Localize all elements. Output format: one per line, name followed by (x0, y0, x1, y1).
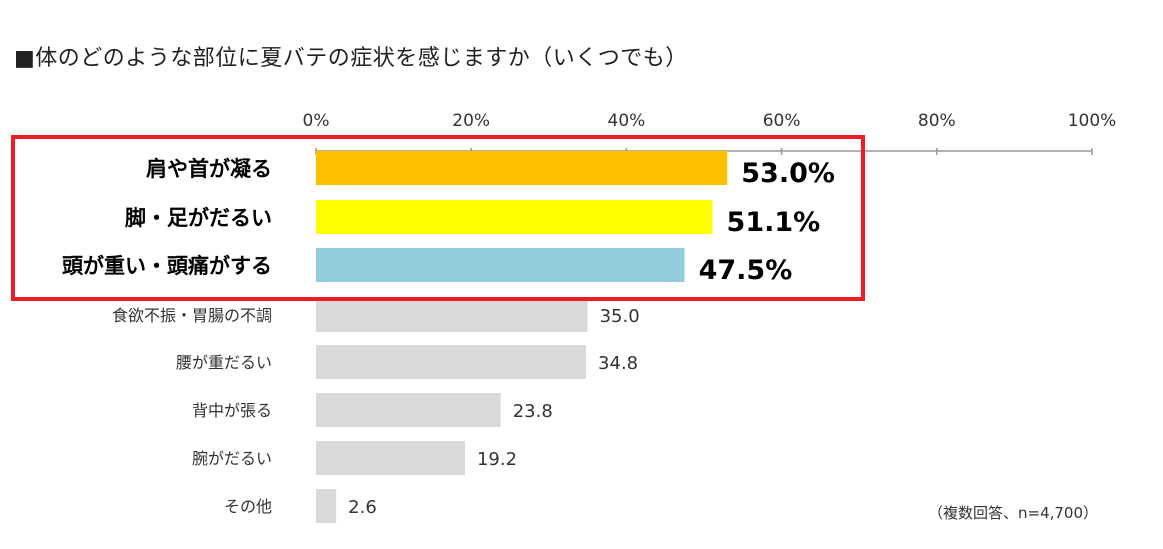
chart-title: ■体のどのような部位に夏バテの症状を感じますか（いくつでも） (14, 46, 688, 71)
sample-note: （複数回答、n=4,700） (928, 504, 1099, 522)
x-tick-label: 20% (452, 111, 490, 131)
x-tick-label: 100% (1068, 111, 1117, 131)
bar (316, 393, 501, 427)
category-label: その他 (224, 497, 272, 516)
bar (316, 345, 587, 379)
category-label: 食欲不振・胃腸の不調 (112, 306, 272, 325)
value-label: 34.8 (598, 353, 638, 374)
bar (316, 489, 337, 523)
value-label: 23.8 (513, 401, 553, 422)
category-label: 頭が重い・頭痛がする (62, 254, 272, 278)
x-tick-label: 0% (303, 111, 330, 131)
value-label: 35.0 (600, 306, 640, 327)
category-label: 腰が重だるい (176, 353, 272, 372)
value-label: 19.2 (477, 449, 517, 470)
highlight-box (11, 135, 865, 301)
bar (316, 298, 588, 332)
x-tick-label: 60% (763, 111, 801, 131)
bar (316, 151, 728, 185)
value-label: 53.0% (741, 158, 835, 189)
bar (316, 441, 465, 475)
bar (316, 200, 713, 234)
value-label: 2.6 (348, 497, 377, 518)
bar (316, 248, 685, 282)
category-label: 背中が張る (192, 401, 272, 420)
value-label: 51.1% (727, 207, 821, 238)
category-label: 肩や首が凝る (146, 157, 272, 181)
x-tick-label: 40% (608, 111, 646, 131)
category-label: 腕がだるい (192, 449, 272, 468)
x-tick-label: 80% (918, 111, 956, 131)
value-label: 47.5% (699, 255, 793, 286)
category-label: 脚・足がだるい (125, 206, 272, 230)
